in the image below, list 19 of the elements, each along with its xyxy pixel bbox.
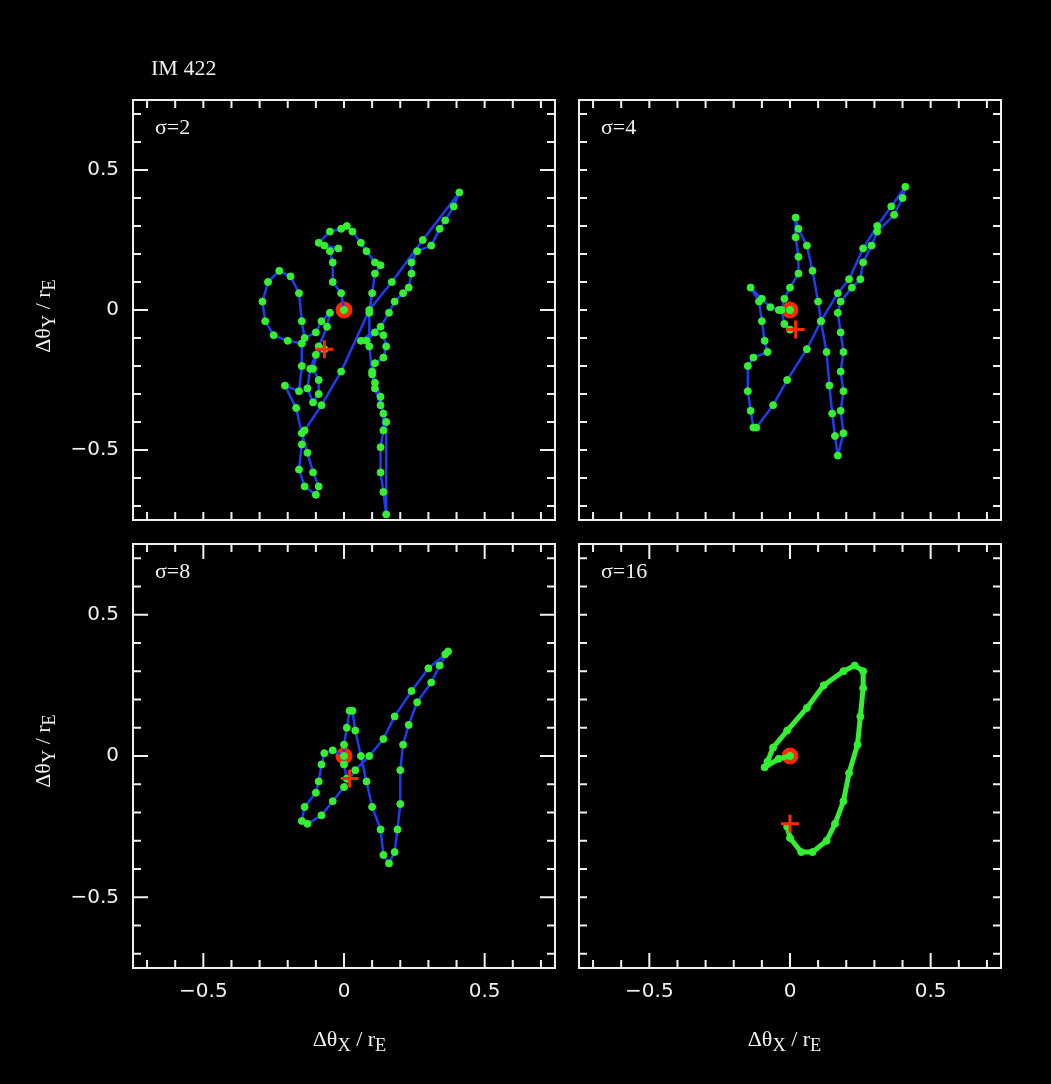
- x-axis-title: Δθ$_{X}$ / r$_{E}$: [747, 1026, 822, 1057]
- x-tick-label: 0: [783, 978, 797, 1003]
- y-tick-label: 0.5: [87, 156, 119, 181]
- x-tick-label: 0.5: [914, 978, 947, 1003]
- x-tick-label: −0.5: [179, 978, 228, 1003]
- y-tick-label: −0.5: [70, 436, 119, 461]
- y-tick-label: 0.5: [87, 600, 119, 625]
- y-tick-label: 0: [106, 296, 119, 321]
- x-tick-label: −0.5: [625, 978, 674, 1003]
- x-axis-title: Δθ$_{X}$ / r$_{E}$: [312, 1026, 387, 1057]
- y-tick-label: −0.5: [70, 883, 119, 908]
- text: σ=8: [155, 558, 191, 583]
- text: IM 422: [151, 55, 217, 81]
- x-tick-label: 0.5: [468, 978, 501, 1003]
- y-tick-label: 0: [106, 742, 119, 767]
- text: σ=2: [155, 114, 191, 139]
- x-tick-label: 0: [337, 978, 351, 1003]
- text: σ=16: [601, 558, 648, 583]
- text: σ=4: [601, 114, 637, 139]
